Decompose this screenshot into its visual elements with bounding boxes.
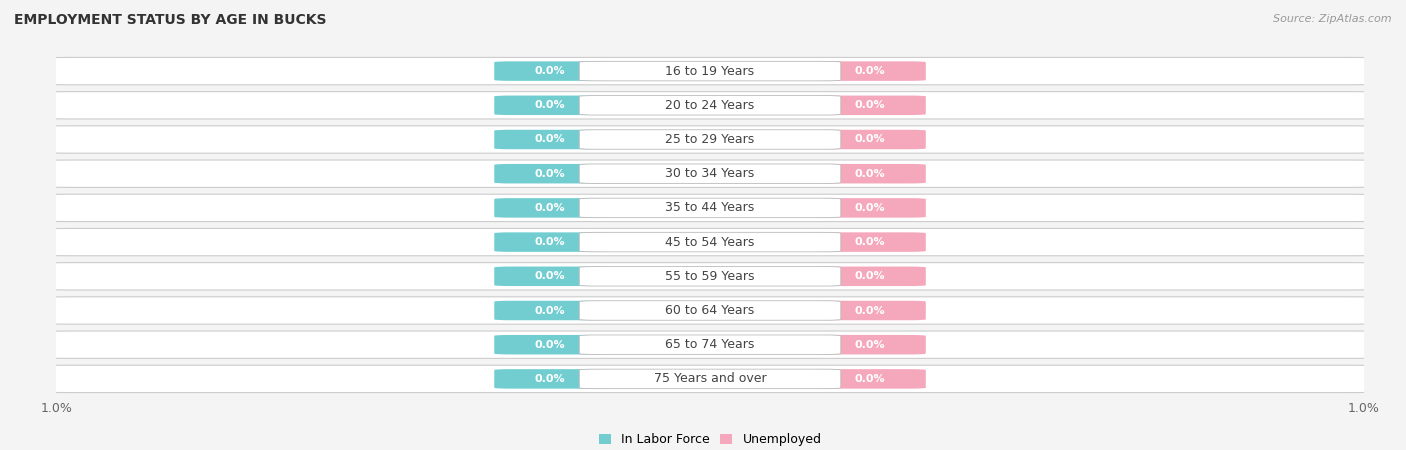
FancyBboxPatch shape bbox=[814, 61, 925, 81]
Text: 25 to 29 Years: 25 to 29 Years bbox=[665, 133, 755, 146]
Text: 20 to 24 Years: 20 to 24 Years bbox=[665, 99, 755, 112]
FancyBboxPatch shape bbox=[495, 369, 606, 389]
Text: 0.0%: 0.0% bbox=[855, 66, 886, 76]
Legend: In Labor Force, Unemployed: In Labor Force, Unemployed bbox=[593, 428, 827, 450]
FancyBboxPatch shape bbox=[495, 95, 606, 115]
FancyBboxPatch shape bbox=[579, 164, 841, 184]
Text: 0.0%: 0.0% bbox=[534, 203, 565, 213]
FancyBboxPatch shape bbox=[814, 335, 925, 355]
FancyBboxPatch shape bbox=[814, 301, 925, 320]
Text: 0.0%: 0.0% bbox=[855, 169, 886, 179]
Text: 0.0%: 0.0% bbox=[534, 306, 565, 315]
FancyBboxPatch shape bbox=[579, 130, 841, 149]
FancyBboxPatch shape bbox=[579, 95, 841, 115]
FancyBboxPatch shape bbox=[814, 369, 925, 389]
FancyBboxPatch shape bbox=[814, 95, 925, 115]
Text: 0.0%: 0.0% bbox=[855, 135, 886, 144]
FancyBboxPatch shape bbox=[814, 232, 925, 252]
Text: 75 Years and over: 75 Years and over bbox=[654, 373, 766, 385]
Text: Source: ZipAtlas.com: Source: ZipAtlas.com bbox=[1274, 14, 1392, 23]
FancyBboxPatch shape bbox=[579, 61, 841, 81]
FancyBboxPatch shape bbox=[579, 335, 841, 355]
FancyBboxPatch shape bbox=[44, 331, 1376, 358]
Text: 0.0%: 0.0% bbox=[534, 66, 565, 76]
FancyBboxPatch shape bbox=[814, 164, 925, 184]
Text: 0.0%: 0.0% bbox=[534, 271, 565, 281]
FancyBboxPatch shape bbox=[44, 229, 1376, 256]
FancyBboxPatch shape bbox=[44, 263, 1376, 290]
FancyBboxPatch shape bbox=[495, 198, 606, 218]
Text: 65 to 74 Years: 65 to 74 Years bbox=[665, 338, 755, 351]
Text: 45 to 54 Years: 45 to 54 Years bbox=[665, 236, 755, 248]
FancyBboxPatch shape bbox=[579, 198, 841, 218]
FancyBboxPatch shape bbox=[495, 130, 606, 149]
Text: 55 to 59 Years: 55 to 59 Years bbox=[665, 270, 755, 283]
FancyBboxPatch shape bbox=[495, 61, 606, 81]
FancyBboxPatch shape bbox=[814, 266, 925, 286]
Text: 0.0%: 0.0% bbox=[855, 306, 886, 315]
Text: 0.0%: 0.0% bbox=[855, 203, 886, 213]
FancyBboxPatch shape bbox=[579, 369, 841, 389]
Text: 35 to 44 Years: 35 to 44 Years bbox=[665, 202, 755, 214]
FancyBboxPatch shape bbox=[814, 130, 925, 149]
FancyBboxPatch shape bbox=[44, 92, 1376, 119]
Text: 0.0%: 0.0% bbox=[534, 340, 565, 350]
FancyBboxPatch shape bbox=[44, 126, 1376, 153]
Text: 0.0%: 0.0% bbox=[534, 135, 565, 144]
FancyBboxPatch shape bbox=[495, 266, 606, 286]
FancyBboxPatch shape bbox=[44, 365, 1376, 392]
FancyBboxPatch shape bbox=[44, 297, 1376, 324]
Text: 0.0%: 0.0% bbox=[534, 237, 565, 247]
Text: 0.0%: 0.0% bbox=[534, 169, 565, 179]
FancyBboxPatch shape bbox=[44, 160, 1376, 187]
Text: 30 to 34 Years: 30 to 34 Years bbox=[665, 167, 755, 180]
FancyBboxPatch shape bbox=[44, 194, 1376, 221]
FancyBboxPatch shape bbox=[579, 301, 841, 320]
Text: 0.0%: 0.0% bbox=[855, 237, 886, 247]
Text: 0.0%: 0.0% bbox=[855, 271, 886, 281]
FancyBboxPatch shape bbox=[44, 58, 1376, 85]
Text: 0.0%: 0.0% bbox=[855, 374, 886, 384]
FancyBboxPatch shape bbox=[814, 198, 925, 218]
Text: EMPLOYMENT STATUS BY AGE IN BUCKS: EMPLOYMENT STATUS BY AGE IN BUCKS bbox=[14, 14, 326, 27]
FancyBboxPatch shape bbox=[495, 335, 606, 355]
Text: 0.0%: 0.0% bbox=[534, 374, 565, 384]
Text: 16 to 19 Years: 16 to 19 Years bbox=[665, 65, 755, 77]
FancyBboxPatch shape bbox=[495, 232, 606, 252]
FancyBboxPatch shape bbox=[495, 164, 606, 184]
Text: 0.0%: 0.0% bbox=[855, 340, 886, 350]
FancyBboxPatch shape bbox=[579, 266, 841, 286]
FancyBboxPatch shape bbox=[495, 301, 606, 320]
Text: 0.0%: 0.0% bbox=[855, 100, 886, 110]
FancyBboxPatch shape bbox=[579, 232, 841, 252]
Text: 0.0%: 0.0% bbox=[534, 100, 565, 110]
Text: 60 to 64 Years: 60 to 64 Years bbox=[665, 304, 755, 317]
